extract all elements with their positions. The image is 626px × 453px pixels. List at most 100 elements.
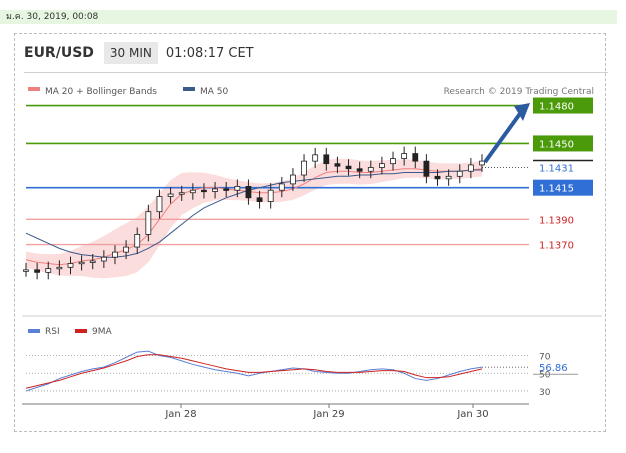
candle [156,189,163,219]
candle-body [189,189,196,194]
candle-body [412,153,419,162]
candle [423,154,430,184]
candle-body [423,160,430,177]
candle [356,161,363,179]
candle-body [112,251,118,258]
candle-body [267,189,274,202]
candle-body [178,192,185,195]
candle [167,187,174,204]
candle-body [334,163,341,167]
resistance-label: 1.1480 [539,102,574,113]
candle [89,254,96,270]
rsi-last-label: 56.86 [539,363,568,374]
candle [267,183,274,209]
x-tick-label: Jan 29 [312,409,344,420]
candle-body [367,167,374,172]
candle [134,227,141,255]
candle-body [67,263,74,268]
candle-body [345,165,352,170]
candle [379,156,385,175]
candle [201,183,207,199]
candle [223,181,230,198]
candle-body [479,160,485,166]
forecast-arrowhead [514,103,530,122]
candle [412,146,419,169]
candle-body [123,246,129,253]
rsi-tick-label: 70 [539,353,551,363]
candle [290,168,296,191]
pivot-label: 1.1415 [539,184,574,195]
rsi-line [25,350,483,392]
candle-body [56,266,63,270]
date-text: ม.ค. 30, 2019, 00:08 [6,12,99,22]
candle-body [100,256,107,262]
rsi-ma-line [25,354,483,389]
credit-text: Research © 2019 Trading Central [444,87,594,97]
forecast-arrow [483,106,526,164]
candle-body [434,175,441,180]
candle [479,154,485,172]
candle-body [245,186,252,199]
x-tick-label: Jan 28 [164,409,196,420]
candle [45,261,52,280]
date-bar: ม.ค. 30, 2019, 00:08 [0,10,617,24]
candle-body [134,234,141,248]
candle [345,159,352,176]
last-price-label: 1.1431 [539,163,574,174]
x-tick-label: Jan 30 [456,409,488,420]
candle [189,183,196,200]
candle [78,255,85,271]
candle [100,250,107,268]
candle-body [445,175,452,180]
candle [401,146,408,166]
candle [34,262,41,280]
resistance-label: 1.1450 [539,139,574,150]
timeframe-badge[interactable]: 30 MIN [103,42,158,64]
legend-label: MA 20 + Bollinger Bands [45,87,157,97]
candle [434,169,441,186]
candle [445,169,452,186]
candle-body [78,261,85,265]
candle-body [167,193,174,197]
resistance-tag [533,97,593,114]
header-divider [24,72,608,73]
candle-body [323,154,330,165]
candle-body [223,188,230,191]
candle-body [145,211,152,235]
candle-body [201,189,207,193]
symbol-title: EUR/USD [24,45,94,61]
legend-swatch [75,329,87,333]
rsi-tick-label: 50 [539,370,551,380]
candle [245,179,252,205]
candle [301,154,307,182]
legend-label: MA 50 [200,87,229,97]
candle-body [23,269,29,272]
candle [23,262,29,277]
clock-readout: 01:08:17 CET [165,45,254,61]
candle-body [234,186,241,191]
candle [323,147,330,171]
candle [367,160,374,179]
legend-swatch [28,329,40,333]
bollinger-band [26,158,482,279]
rsi-tick-label: 30 [539,388,551,398]
candle-body [356,168,363,172]
candle-body [401,153,408,160]
candle [256,190,263,209]
legend-swatch [183,87,195,91]
candle [56,260,63,276]
resistance-tag [533,135,593,152]
candle [234,179,241,198]
candle [212,181,218,199]
candle-body [290,174,296,185]
candle [67,256,74,275]
candle-body [278,183,285,191]
candle [278,176,285,198]
legend-label: 9MA [92,327,112,337]
chart-header: EUR/USD 30 MIN 01:08:17 CET [24,40,254,66]
candle [178,185,185,201]
candle-body [312,154,319,162]
candle-body [45,268,52,273]
candle-body [301,160,307,176]
